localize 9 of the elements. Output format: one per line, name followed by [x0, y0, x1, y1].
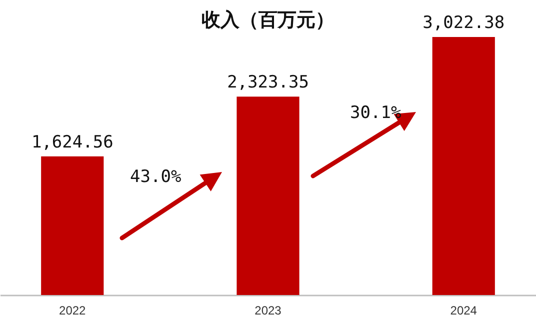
data-label: 1,624.56	[31, 132, 114, 152]
annotation: 30.1%	[350, 103, 402, 123]
x-tick-label: 2024	[450, 304, 478, 318]
data-label: 2,323.35	[227, 72, 309, 93]
x-tick-label: 2022	[59, 304, 86, 318]
chart-title: 收入（百万元）	[202, 9, 334, 31]
annotation: 43.0%	[130, 167, 182, 187]
data-label: 3,022.38	[422, 13, 505, 33]
x-tick-label: 2023	[254, 304, 282, 318]
